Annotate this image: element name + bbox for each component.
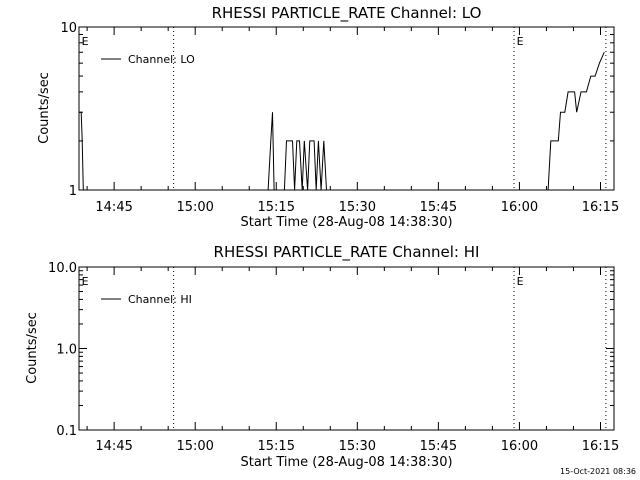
x-axis-label: Start Time (28-Aug-08 14:38:30) — [240, 455, 452, 470]
x-tick-label: 15:30 — [339, 200, 376, 215]
y-tick-label: 10.0 — [48, 261, 77, 276]
y-tick-label: 1 — [69, 184, 77, 199]
event-marker-label: E — [82, 35, 89, 48]
x-tick-label: 14:45 — [95, 439, 132, 454]
x-tick-label: 15:15 — [258, 439, 295, 454]
x-tick-label: 16:15 — [582, 439, 619, 454]
chart-panel-1: RHESSI PARTICLE_RATE Channel: LO 14:45 15:… — [37, 4, 619, 230]
x-axis-label: Start Time (28-Aug-08 14:38:30) — [240, 215, 452, 230]
legend-label: Channel: LO — [128, 53, 195, 66]
chart-title: RHESSI PARTICLE_RATE Channel: LO — [212, 4, 482, 23]
chart-panel-2: RHESSI PARTICLE_RATE Channel: HI 14:45 15:… — [25, 243, 619, 470]
x-tick-label: 15:00 — [176, 200, 213, 215]
y-tick-label: 10 — [60, 21, 77, 36]
x-tick-label: 15:45 — [420, 200, 457, 215]
legend-label: Channel: HI — [128, 293, 192, 306]
x-tick-label: 15:30 — [339, 439, 376, 454]
y-axis-label: Counts/sec — [25, 312, 40, 384]
y-tick-label: 0.1 — [56, 424, 77, 439]
event-marker-label: E — [517, 275, 524, 288]
event-marker-label: E — [517, 35, 524, 48]
x-tick-label: 16:15 — [582, 200, 619, 215]
x-tick-label: 15:00 — [176, 439, 213, 454]
event-marker-label: E — [82, 275, 89, 288]
y-tick-label: 1.0 — [56, 343, 77, 358]
x-tick-label: 14:45 — [95, 200, 132, 215]
x-tick-label: 15:45 — [420, 439, 457, 454]
x-tick-label: 16:00 — [501, 439, 538, 454]
footer-timestamp: 15-Oct-2021 08:36 — [560, 467, 636, 476]
x-tick-label: 15:15 — [258, 200, 295, 215]
chart-title: RHESSI PARTICLE_RATE Channel: HI — [214, 243, 480, 262]
series-line — [79, 51, 605, 191]
x-tick-label: 16:00 — [501, 200, 538, 215]
y-axis-label: Counts/sec — [37, 72, 52, 144]
